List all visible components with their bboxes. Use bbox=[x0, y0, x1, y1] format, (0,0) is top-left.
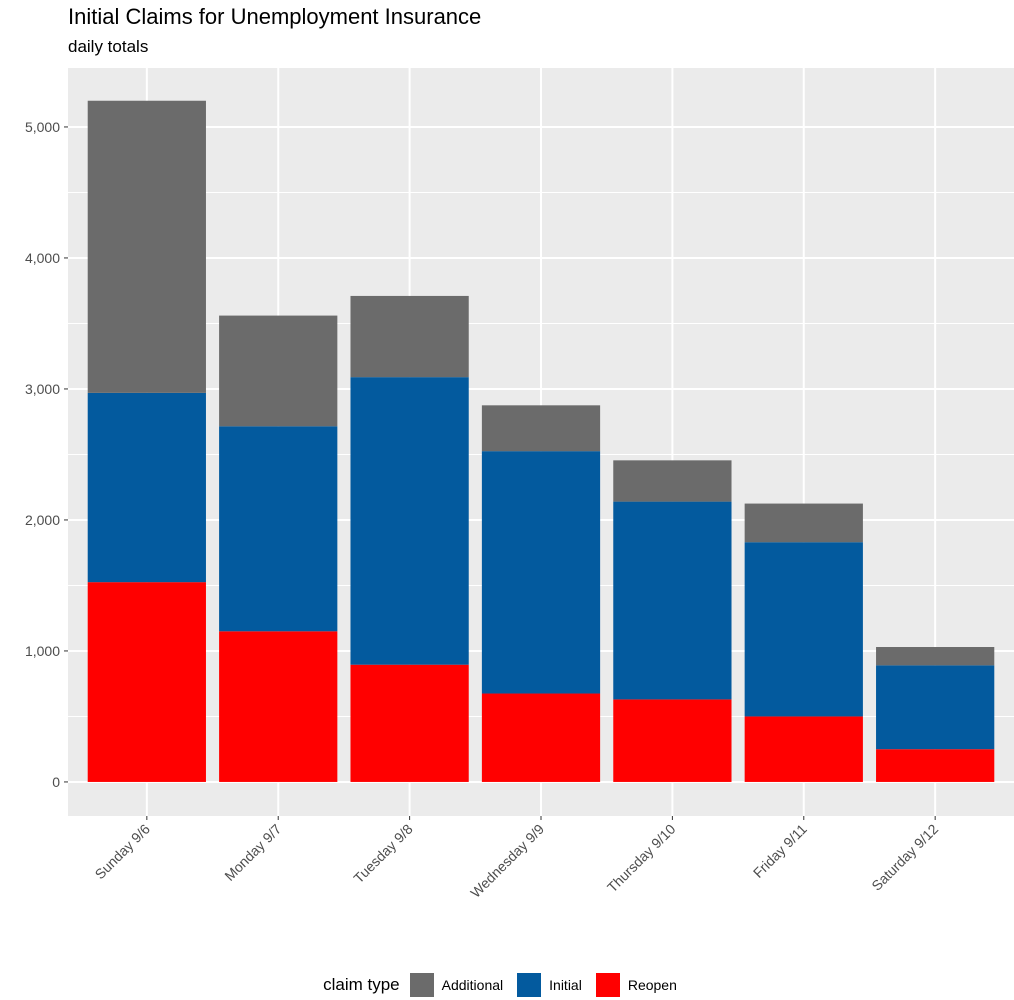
y-axis: 0 1,000 2,000 3,000 4,000 5,000 bbox=[25, 119, 68, 790]
x-axis: Sunday 9/6 Monday 9/7 Tuesday 9/8 Wednesday… bbox=[92, 816, 941, 901]
bar-segment-reopen bbox=[350, 664, 469, 782]
chart-subtitle: daily totals bbox=[68, 37, 149, 56]
bar-segment-initial bbox=[481, 451, 601, 694]
legend-key-reopen bbox=[595, 973, 620, 997]
bar-segment-initial bbox=[613, 501, 732, 700]
x-tick-label: Thursday 9/10 bbox=[604, 821, 679, 896]
x-tick-label: Tuesday 9/8 bbox=[350, 821, 416, 887]
bar-segment-initial bbox=[744, 542, 863, 717]
bars bbox=[87, 100, 995, 782]
chart-svg: 0 1,000 2,000 3,000 4,000 5,000 Sunday 9/6 Mon… bbox=[25, 68, 1014, 901]
bar-segment-additional bbox=[876, 647, 995, 666]
chart-title: Initial Claims for Unemployment Insuranc… bbox=[68, 4, 482, 29]
bar-segment-initial bbox=[87, 392, 206, 583]
bar-segment-reopen bbox=[481, 693, 601, 782]
legend-item-reopen: Reopen bbox=[595, 973, 677, 997]
legend-label: Reopen bbox=[627, 977, 677, 993]
bar-segment-reopen bbox=[219, 631, 338, 782]
bar-segment-initial bbox=[350, 377, 469, 665]
y-tick-label: 2,000 bbox=[25, 512, 60, 528]
legend-item-additional: Additional bbox=[409, 973, 504, 997]
bar-segment-reopen bbox=[744, 716, 863, 782]
legend-key-additional bbox=[409, 973, 434, 997]
legend-title: claim type bbox=[323, 975, 400, 994]
legend-items: Additional Initial Reopen bbox=[409, 973, 691, 997]
bar-segment-additional bbox=[481, 405, 601, 452]
x-tick-label: Sunday 9/6 bbox=[92, 821, 154, 883]
x-tick-label: Wednesday 9/9 bbox=[467, 821, 547, 901]
bar-segment-reopen bbox=[613, 699, 732, 782]
legend-label: Initial bbox=[549, 977, 582, 993]
y-tick-label: 3,000 bbox=[25, 381, 60, 397]
bar-segment-additional bbox=[219, 315, 338, 427]
bar-segment-additional bbox=[744, 503, 863, 543]
bar-segment-initial bbox=[219, 426, 338, 632]
y-tick-label: 0 bbox=[52, 774, 60, 790]
bar-segment-reopen bbox=[87, 582, 206, 782]
y-tick-label: 1,000 bbox=[25, 643, 60, 659]
legend-key-initial bbox=[517, 973, 542, 997]
x-tick-label: Friday 9/11 bbox=[750, 821, 810, 881]
bar-segment-additional bbox=[613, 460, 732, 502]
legend-item-initial: Initial bbox=[517, 973, 582, 997]
y-tick-label: 5,000 bbox=[25, 119, 60, 135]
bar-segment-additional bbox=[350, 295, 469, 378]
x-tick-label: Monday 9/7 bbox=[221, 821, 284, 884]
bar-segment-initial bbox=[876, 665, 995, 750]
legend-label: Additional bbox=[441, 977, 504, 993]
bar-segment-additional bbox=[87, 100, 206, 393]
x-tick-label: Saturday 9/12 bbox=[868, 821, 941, 894]
bar-segment-reopen bbox=[876, 749, 995, 782]
y-tick-label: 4,000 bbox=[25, 250, 60, 266]
legend: claim type Additional Initial Reopen bbox=[0, 970, 1014, 1000]
